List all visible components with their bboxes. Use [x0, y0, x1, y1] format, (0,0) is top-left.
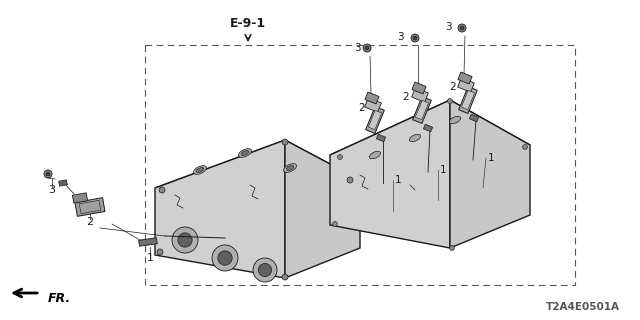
Polygon shape — [285, 140, 360, 278]
Polygon shape — [458, 72, 472, 84]
Text: 3: 3 — [397, 32, 404, 42]
Polygon shape — [458, 78, 474, 92]
Polygon shape — [330, 100, 450, 248]
Polygon shape — [369, 110, 381, 130]
Polygon shape — [413, 97, 431, 124]
Text: 3: 3 — [49, 185, 56, 195]
Circle shape — [449, 245, 454, 251]
Ellipse shape — [239, 149, 252, 157]
Text: 2: 2 — [449, 82, 456, 92]
Text: 1: 1 — [395, 175, 402, 185]
Polygon shape — [59, 180, 67, 186]
Polygon shape — [365, 92, 379, 104]
Circle shape — [363, 44, 371, 52]
Polygon shape — [139, 238, 157, 246]
Circle shape — [282, 139, 288, 145]
Circle shape — [253, 258, 277, 282]
Ellipse shape — [193, 166, 207, 174]
Circle shape — [458, 24, 466, 32]
Text: FR.: FR. — [48, 292, 71, 305]
Text: 1: 1 — [440, 165, 447, 175]
Ellipse shape — [449, 116, 461, 124]
Text: 2: 2 — [358, 103, 365, 113]
Text: 3: 3 — [354, 43, 360, 53]
Circle shape — [522, 145, 527, 149]
Circle shape — [44, 170, 52, 178]
Circle shape — [172, 227, 198, 253]
Circle shape — [413, 36, 417, 40]
Polygon shape — [365, 107, 384, 133]
Ellipse shape — [196, 168, 204, 172]
Circle shape — [259, 263, 271, 276]
Polygon shape — [469, 114, 479, 122]
Polygon shape — [412, 88, 428, 102]
Polygon shape — [415, 100, 429, 120]
Text: E-9-1: E-9-1 — [230, 17, 266, 30]
Circle shape — [178, 233, 192, 247]
Ellipse shape — [284, 164, 296, 172]
Circle shape — [159, 187, 165, 193]
Circle shape — [411, 34, 419, 42]
Circle shape — [347, 177, 353, 183]
Text: 3: 3 — [445, 22, 452, 32]
Polygon shape — [330, 100, 530, 200]
Text: 1: 1 — [488, 153, 495, 163]
Polygon shape — [412, 82, 426, 94]
Circle shape — [447, 99, 452, 103]
Circle shape — [282, 274, 288, 280]
Text: T2A4E0501A: T2A4E0501A — [546, 302, 620, 312]
Circle shape — [157, 249, 163, 255]
Polygon shape — [72, 193, 88, 203]
Text: 2: 2 — [86, 217, 93, 227]
Circle shape — [46, 172, 50, 176]
Polygon shape — [461, 90, 475, 110]
Circle shape — [333, 221, 337, 227]
Text: 1: 1 — [147, 253, 154, 263]
Circle shape — [212, 245, 238, 271]
Polygon shape — [376, 134, 386, 142]
Circle shape — [365, 46, 369, 50]
Polygon shape — [459, 86, 477, 114]
Circle shape — [460, 26, 464, 30]
Circle shape — [337, 155, 342, 159]
Polygon shape — [155, 140, 360, 228]
Polygon shape — [75, 198, 105, 216]
Polygon shape — [155, 140, 285, 278]
Ellipse shape — [410, 134, 420, 142]
Circle shape — [218, 251, 232, 265]
Polygon shape — [450, 100, 530, 248]
Text: 2: 2 — [402, 92, 408, 102]
Ellipse shape — [241, 150, 249, 156]
Ellipse shape — [369, 151, 381, 159]
Polygon shape — [365, 98, 381, 112]
Polygon shape — [423, 124, 433, 132]
Ellipse shape — [286, 165, 294, 171]
